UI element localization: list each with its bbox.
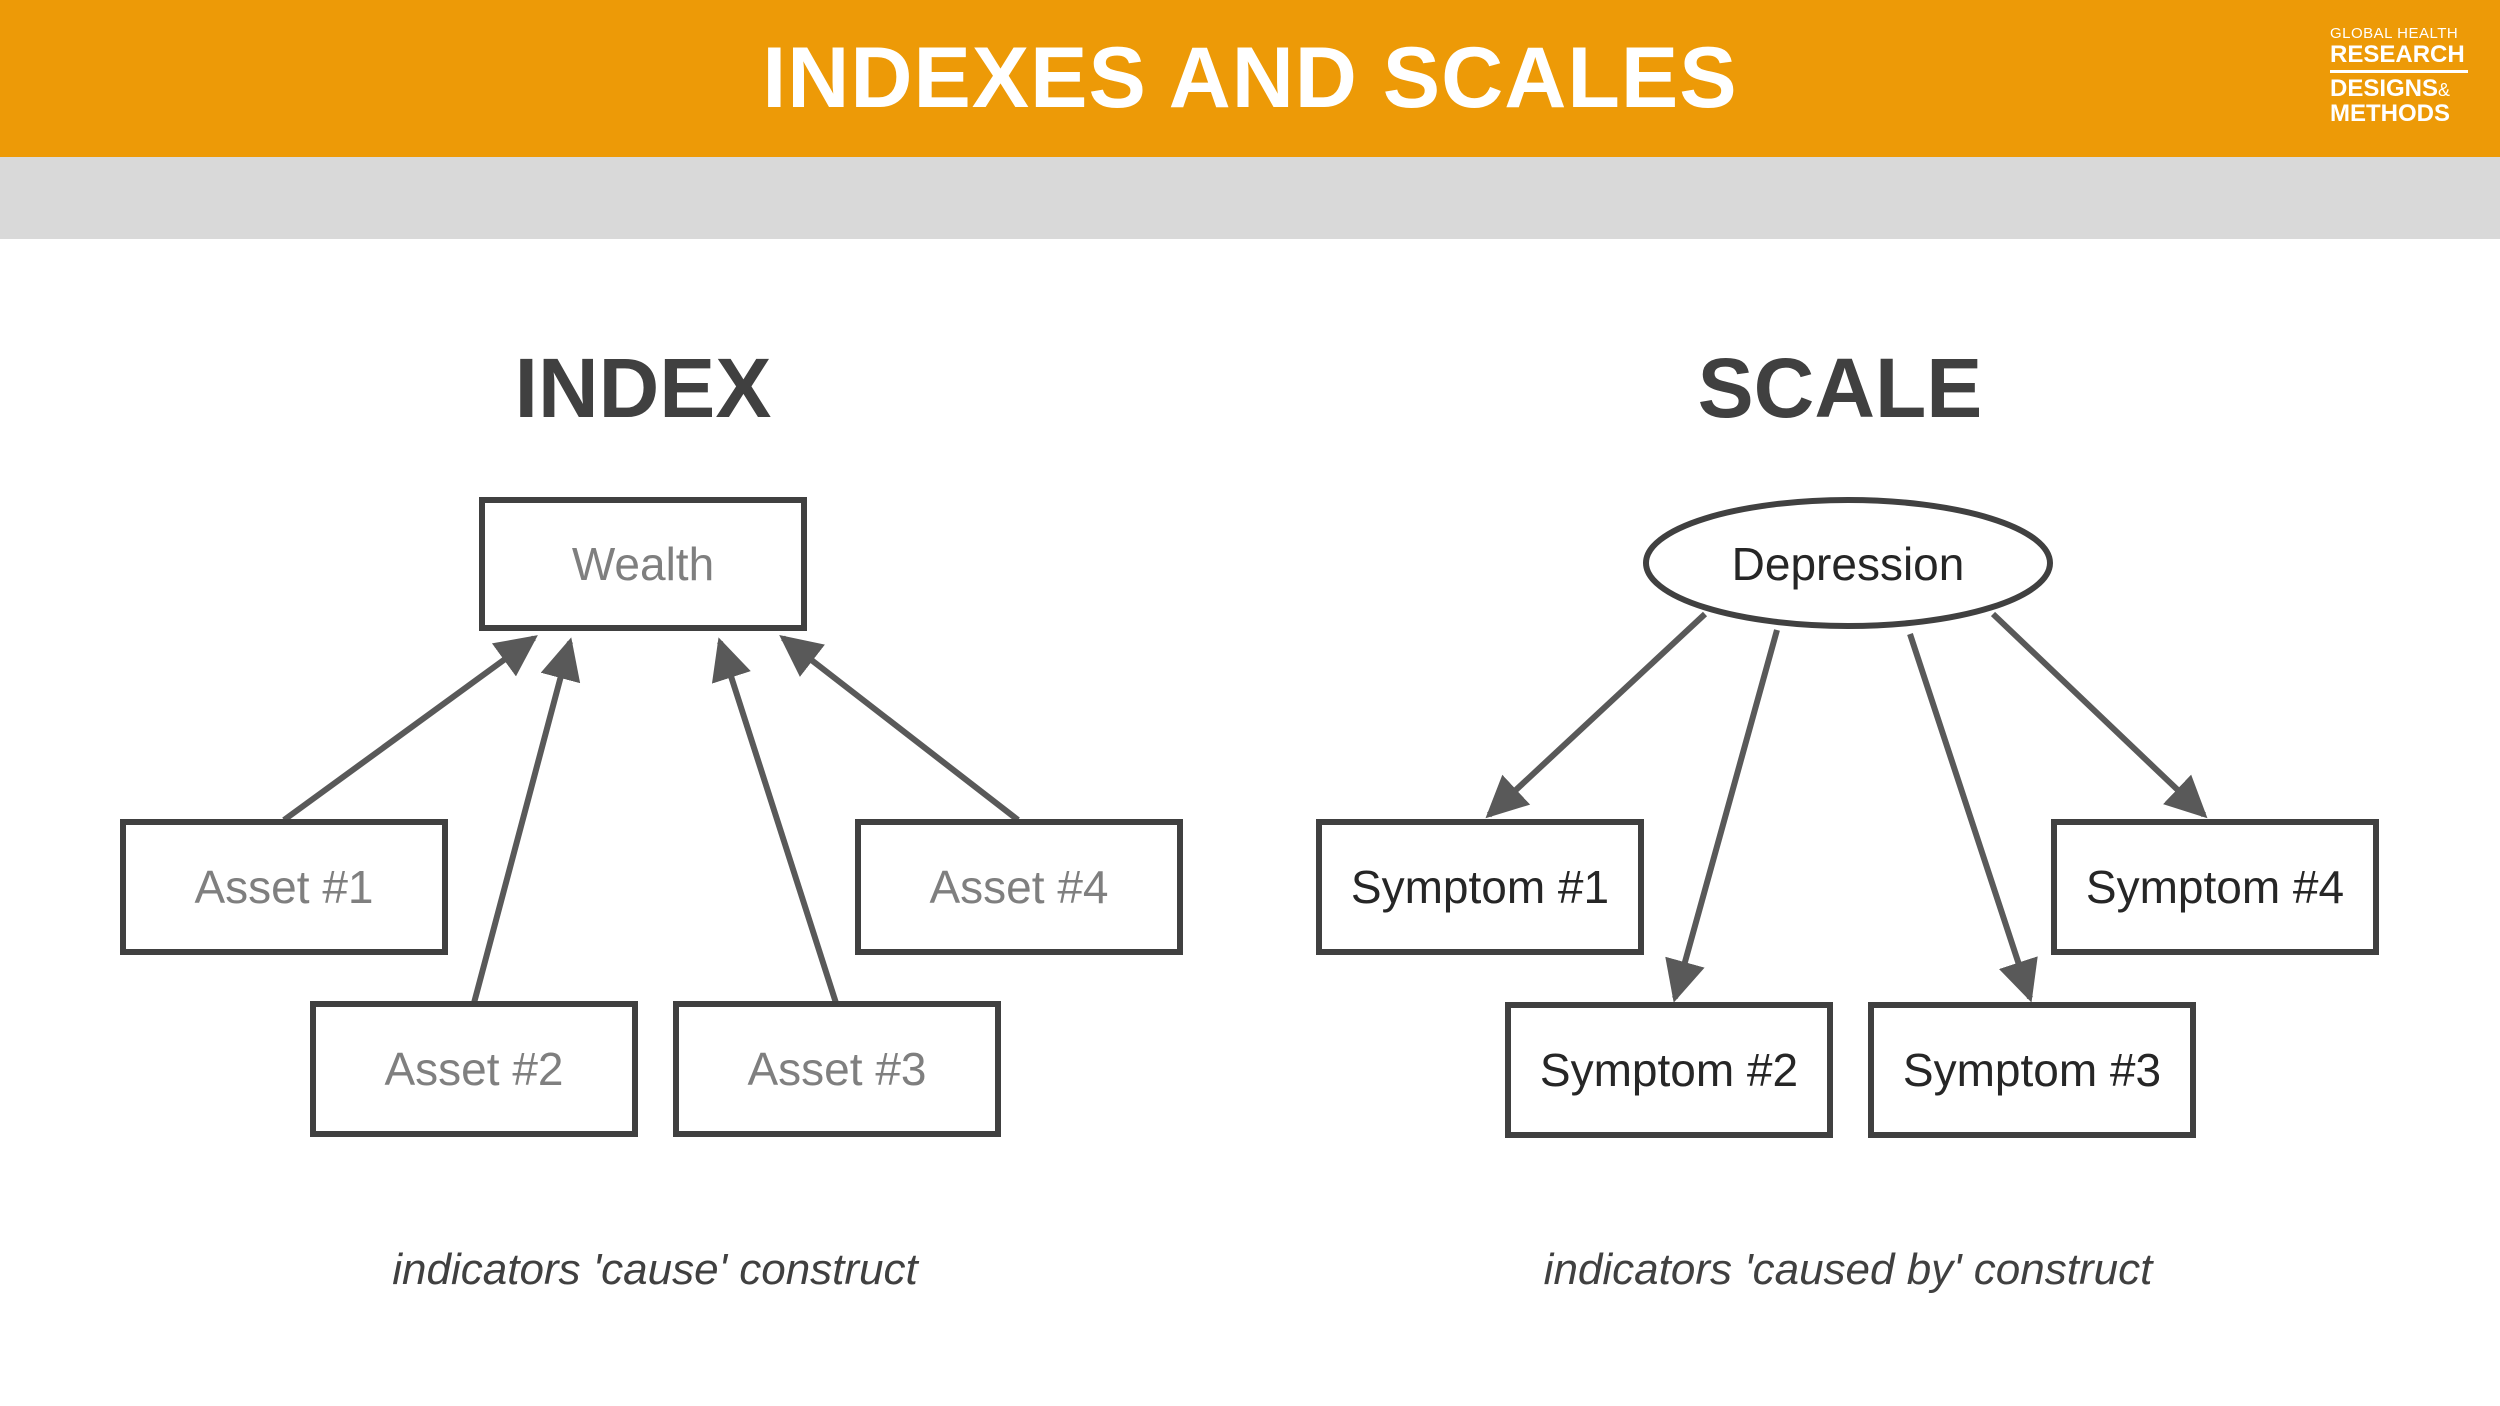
index-diagram: Wealth Asset #1 Asset #2 Asset #3 Asset … <box>120 497 1183 1137</box>
symptom-4-label: Symptom #4 <box>2086 861 2344 913</box>
arrow-depression-to-symptom2 <box>1665 629 1780 1003</box>
logo-line-designs: DESIGNS& <box>2330 77 2470 101</box>
logo-designs-text: DESIGNS <box>2330 75 2439 102</box>
subtitle-bar <box>0 157 2500 239</box>
arrow-depression-to-symptom3 <box>1907 633 2038 1003</box>
logo-line-methods: METHODS <box>2330 100 2450 127</box>
arrow-asset2-to-wealth <box>471 637 581 1004</box>
wealth-label: Wealth <box>572 538 714 590</box>
asset-3-label: Asset #3 <box>748 1043 927 1095</box>
logo-line-global-health: GLOBAL HEALTH <box>2330 25 2459 42</box>
asset-1-label: Asset #1 <box>195 861 374 913</box>
arrow-depression-to-symptom1 <box>1485 611 1708 819</box>
symptom-4-box <box>2051 819 2379 955</box>
title-bar <box>0 0 2500 157</box>
symptom-1-label: Symptom #1 <box>1351 861 1609 913</box>
asset-2-box <box>310 1001 638 1137</box>
symptom-1-box <box>1316 819 1644 955</box>
asset-4-label: Asset #4 <box>930 861 1109 913</box>
asset-3-box <box>673 1001 1001 1137</box>
scale-heading: SCALE <box>1697 341 1983 435</box>
scale-caption: indicators 'caused by' construct <box>1543 1245 2153 1294</box>
brand-logo: GLOBAL HEALTH RESEARCH DESIGNS& METHODS <box>2330 26 2470 126</box>
arrow-asset1-to-wealth <box>282 635 538 823</box>
logo-ampersand: & <box>2438 80 2451 100</box>
asset-4-box <box>855 819 1183 955</box>
arrow-asset3-to-wealth <box>711 637 839 1004</box>
asset-2-label: Asset #2 <box>385 1043 564 1095</box>
wealth-box <box>479 497 807 631</box>
depression-label: Depression <box>1732 538 1965 590</box>
symptom-3-label: Symptom #3 <box>1903 1044 2161 1096</box>
logo-line-research: RESEARCH <box>2330 41 2465 68</box>
depression-ellipse <box>1643 497 2053 629</box>
index-caption: indicators 'cause' construct <box>392 1245 918 1294</box>
arrow-depression-to-symptom4 <box>1990 611 2208 819</box>
logo-divider <box>2330 70 2468 73</box>
symptom-2-label: Symptom #2 <box>1540 1044 1798 1096</box>
symptom-3-box <box>1868 1002 2196 1138</box>
arrow-asset4-to-wealth <box>779 635 1020 823</box>
asset-1-box <box>120 819 448 955</box>
slide-title: INDEXES AND SCALES <box>762 30 1738 126</box>
index-heading: INDEX <box>514 341 772 435</box>
scale-diagram: Depression Symptom #1 Symptom #2 Symptom… <box>1316 497 2379 1138</box>
symptom-2-box <box>1505 1002 1833 1138</box>
